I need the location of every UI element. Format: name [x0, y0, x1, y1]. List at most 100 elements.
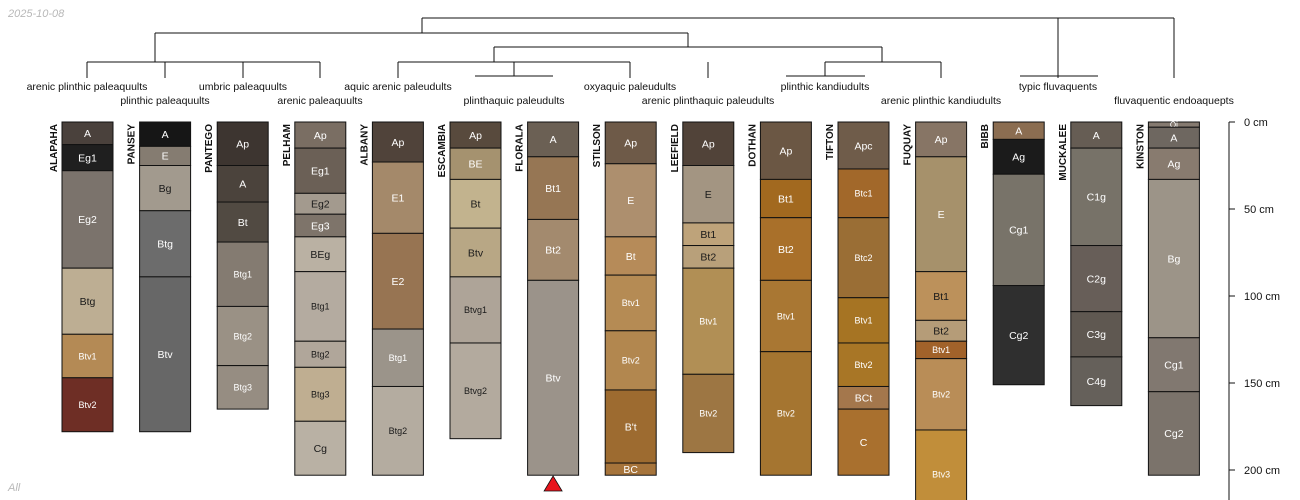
horizon-cg2 [1147, 391, 1200, 476]
horizon-btg3 [216, 365, 269, 410]
horizon-btv1 [682, 267, 735, 375]
profile-fuquay: FUQUAY Ap E Bt1 Bt2 Btv1 Btv2 Btv3 [903, 121, 968, 500]
horizon-label: Btg [157, 239, 173, 251]
horizon-label: Ap [779, 145, 792, 157]
horizon-label: Btg2 [233, 331, 252, 341]
horizon-cg1 [1147, 337, 1200, 393]
profile-florala: FLORALA A Bt1 Bt2 Btv [515, 121, 580, 476]
horizon-label: Cg1 [1009, 225, 1028, 237]
horizon-label: Btg3 [311, 390, 330, 400]
horizon-btg3 [294, 366, 347, 422]
horizon-bt1 [759, 178, 812, 219]
horizon-a [216, 165, 269, 203]
axis-tick-label: 200 cm [1244, 465, 1280, 477]
horizon-cg [294, 420, 347, 476]
dendrogram [86, 17, 1175, 78]
date-stamp: 2025-10-08 [8, 8, 65, 20]
horizon-ag [992, 138, 1045, 175]
horizon-label: A [239, 179, 246, 191]
depth-axis: 0 cm 50 cm 100 cm 150 cm 200 cm [1228, 117, 1280, 500]
horizon-label: BEg [310, 249, 330, 261]
horizon-label: Btv1 [699, 316, 717, 326]
horizon-label: A [162, 129, 169, 141]
horizon-label: Btg3 [233, 383, 252, 393]
axis-tick-label: 50 cm [1244, 204, 1274, 216]
horizon-label: Btv [158, 349, 174, 361]
horizon-cg1 [992, 173, 1045, 287]
taxon-label: plinthic kandiudults [781, 81, 870, 93]
horizon-btv3 [915, 429, 968, 500]
horizon-ap [216, 121, 269, 166]
profile-albany: ALBANY Ap E1 E2 Btg1 Btg2 [359, 121, 424, 476]
horizon-label: A [84, 128, 91, 140]
taxon-label: aquic arenic paleudults [344, 81, 451, 93]
horizon-label: C3g [1087, 329, 1106, 341]
horizon-label: C4g [1087, 376, 1106, 388]
horizon-label: Cg2 [1009, 330, 1028, 342]
horizon-label: Btc2 [854, 253, 872, 263]
horizon-ap [294, 121, 347, 149]
profile-tifton: TIFTON Apc Btc1 Btc2 Btv1 Btv2 BCt C [825, 121, 890, 476]
horizon-label: C [860, 437, 868, 449]
horizon-label: Eg3 [311, 220, 330, 232]
horizon-label: BCt [855, 393, 873, 405]
horizon-label: E1 [391, 192, 404, 204]
horizon-label: Bg [1167, 253, 1180, 265]
taxon-label: plinthic paleaquults [120, 95, 209, 107]
horizon-btvg1 [449, 276, 502, 344]
horizon-label: Bt1 [545, 183, 561, 195]
profile-name: LEEFIELD [670, 124, 681, 172]
horizon-label: Ap [702, 139, 715, 151]
horizon-label: A [1170, 132, 1177, 144]
horizon-label: Eg1 [78, 152, 97, 164]
profile-name: BIBB [980, 124, 991, 148]
horizon-e [915, 156, 968, 273]
horizon-btv1 [837, 297, 890, 344]
horizon-c [837, 408, 890, 476]
group-label: All [8, 482, 21, 494]
horizon-btg1 [216, 241, 269, 307]
horizon-btg [139, 210, 192, 278]
horizon-label: Btv1 [932, 345, 950, 355]
horizon-c3g [1070, 311, 1123, 358]
profile-name: TIFTON [825, 124, 836, 160]
horizon-btv [139, 276, 192, 433]
horizon-be [449, 147, 502, 180]
horizon-bt [216, 201, 269, 243]
horizon-btv [449, 227, 502, 278]
horizon-label: Btg1 [233, 269, 252, 279]
horizon-label: Bt [238, 217, 248, 229]
horizon-bg [139, 165, 192, 212]
profile-name: PANSEY [127, 124, 138, 165]
taxon-label: arenic plinthic paleaquults [27, 81, 148, 93]
horizon-label: Ag [1012, 152, 1025, 164]
horizon-ap [604, 121, 657, 165]
taxon-label: typic fluvaquents [1019, 81, 1097, 93]
profile-name: PANTEGO [204, 124, 215, 173]
horizon-label: Btv1 [854, 316, 872, 326]
taxon-label: oxyaquic paleudults [584, 81, 676, 93]
horizon-label: Bt [471, 199, 481, 211]
horizon-btv2 [759, 351, 812, 476]
profile-name: FLORALA [515, 124, 526, 172]
horizon-label: Bt2 [545, 245, 561, 257]
horizon-bt [449, 178, 502, 229]
horizon-btg2 [216, 305, 269, 367]
horizon-c4g [1070, 356, 1123, 407]
profile-alapaha: ALAPAHA A Eg1 Eg2 Btg Btv1 Btv2 [49, 121, 114, 433]
marker-layer [543, 475, 563, 492]
horizon-btv [527, 279, 580, 476]
horizon-eg1 [61, 144, 114, 172]
horizon-label: Bg [159, 183, 172, 195]
profile-dothan: DOTHAN Ap Bt1 Bt2 Btv1 Btv2 [747, 121, 812, 476]
profile-pantego: PANTEGO Ap A Bt Btg1 Btg2 Btg3 [204, 121, 269, 410]
horizon-label: Btv1 [78, 351, 96, 361]
taxon-label: plinthaquic paleudults [464, 95, 565, 107]
horizon-label: Btv1 [622, 298, 640, 308]
horizon-cg2 [992, 285, 1045, 386]
horizon-btvg2 [449, 342, 502, 440]
horizon-ap [915, 121, 968, 158]
horizon-btc2 [837, 217, 890, 299]
horizon-label: A [550, 134, 557, 146]
horizon-label: Btg1 [311, 302, 330, 312]
